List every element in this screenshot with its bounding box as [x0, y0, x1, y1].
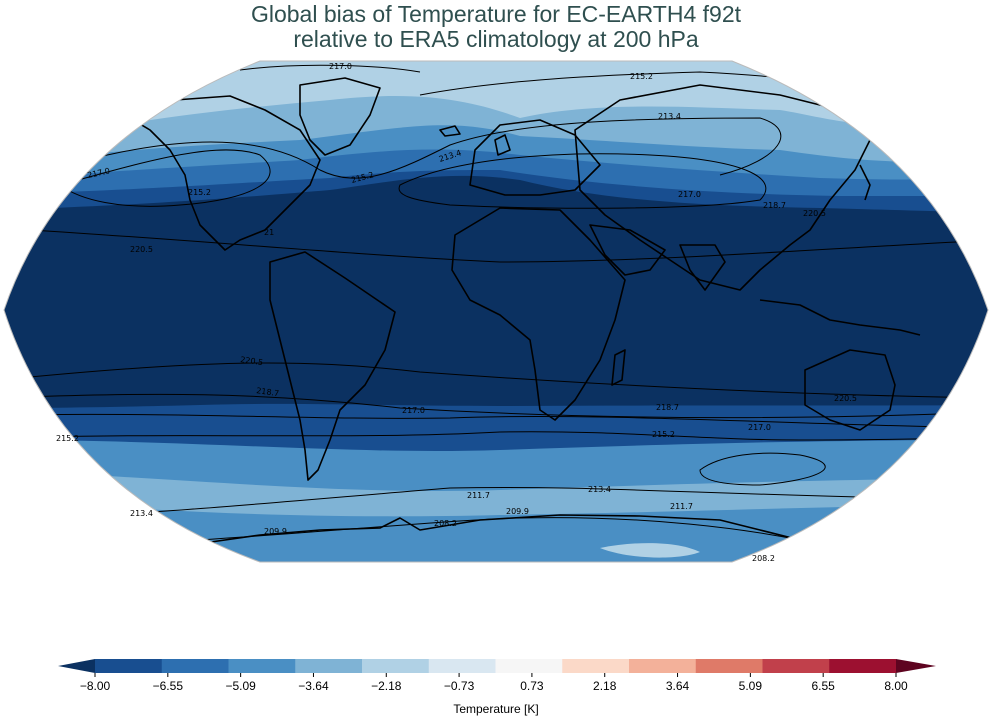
- colorbar-tick-label: −0.73: [444, 679, 475, 693]
- contour-line: [239, 64, 421, 73]
- contour-label: 209.9: [264, 527, 287, 536]
- contour-label: 220.5: [803, 209, 826, 218]
- contour-label: 215.2: [56, 434, 79, 443]
- contour-label: 220.5: [240, 355, 264, 367]
- colorbar-tick-label: 6.55: [812, 679, 836, 693]
- contour-label: 21: [264, 228, 274, 237]
- coastline-australia: [804, 349, 896, 431]
- contour-label: 217.0: [329, 62, 352, 71]
- colorbar-cells: [95, 659, 897, 673]
- coastline-north-america: [129, 95, 321, 251]
- contour-line: [4, 431, 988, 441]
- colorbar-cell: [562, 659, 630, 673]
- contour-label: 211.7: [467, 491, 490, 500]
- coastlines: [129, 77, 951, 546]
- colorbar-cell: [829, 659, 897, 673]
- colorbar-cell: [695, 659, 763, 673]
- contour-label: 215.2: [188, 188, 211, 197]
- contour-lines: [4, 64, 988, 559]
- coastline-arabia: [589, 224, 666, 276]
- colorbar-tick-label: 3.64: [666, 679, 690, 693]
- band-antarctic-pale: [600, 543, 700, 558]
- contour-label: 220.5: [834, 394, 857, 403]
- colorbar-cell: [228, 659, 296, 673]
- contour-line: [699, 452, 826, 486]
- contour-label: 215.2: [652, 430, 675, 439]
- coastline-uk: [494, 134, 511, 156]
- map-title-line1: Global bias of Temperature for EC-EARTH4…: [250, 1, 742, 27]
- contour-line: [398, 153, 767, 209]
- coastline-india: [679, 244, 726, 291]
- contour-label: 218.7: [656, 403, 679, 412]
- band-deep: [4, 175, 988, 408]
- colorbar-tick-label: −8.00: [80, 679, 111, 693]
- coastline-south-america: [269, 251, 396, 481]
- coastline-asia: [574, 84, 871, 291]
- contour-label: 217.0: [402, 406, 425, 415]
- contour-label: 218.7: [763, 201, 786, 210]
- contour-line: [4, 393, 988, 419]
- contour-label: 209.9: [506, 507, 529, 516]
- contour-line: [29, 117, 782, 179]
- contour-label: 220.5: [130, 245, 153, 254]
- coastline-europe: [469, 119, 601, 196]
- colorbar-tick-label: −6.55: [153, 679, 184, 693]
- colorbar-cell: [629, 659, 697, 673]
- colorbar-cell: [295, 659, 363, 673]
- contour-line: [4, 227, 988, 263]
- contour-label: 215.2: [630, 72, 653, 81]
- colorbar-over-arrow: [896, 659, 936, 673]
- contour-label: 213.4: [588, 485, 611, 494]
- contour-label: 217.0: [678, 190, 701, 199]
- contour-line: [4, 413, 988, 429]
- colorbar-tick-label: −2.18: [371, 679, 402, 693]
- coastline-iceland: [439, 125, 461, 137]
- coastline-africa: [451, 207, 626, 421]
- colorbar-ticks: −8.00 −6.55 −5.09 −3.64 −2.18 −0.73 0.73 2.18 3.…: [80, 673, 908, 693]
- colorbar-tick-label: 8.00: [884, 679, 908, 693]
- colorbar-tick-label: −3.64: [298, 679, 329, 693]
- map-title-line2: relative to ERA5 climatology at 200 hPa: [293, 26, 699, 52]
- colorbar: −8.00 −6.55 −5.09 −3.64 −2.18 −0.73 0.73 2.18 3.…: [58, 659, 936, 716]
- contour-label: 213.4: [130, 509, 153, 518]
- contour-line: [4, 362, 988, 399]
- colorbar-cell: [495, 659, 563, 673]
- globe-outline: [3, 60, 989, 563]
- colorbar-tick-label: 5.09: [739, 679, 763, 693]
- band-antarctic-light: [4, 500, 988, 562]
- contour-label: 217.0: [748, 423, 771, 432]
- contour-label: 208.2: [434, 519, 457, 528]
- colorbar-cell: [95, 659, 163, 673]
- colorbar-cell: [362, 659, 430, 673]
- colorbar-cell: [428, 659, 496, 673]
- colorbar-cell: [161, 659, 229, 673]
- colorbar-label: Temperature [K]: [453, 702, 538, 716]
- coastline-japan: [859, 164, 871, 201]
- colorbar-tick-label: −5.09: [225, 679, 256, 693]
- contour-label: 218.7: [256, 386, 280, 398]
- coastline-greenland: [299, 77, 381, 156]
- contour-label: 211.7: [670, 502, 693, 511]
- colorbar-tick-label: 0.73: [520, 679, 544, 693]
- colorbar-cell: [762, 659, 830, 673]
- contour-label: 213.4: [658, 112, 681, 121]
- contour-line: [58, 149, 271, 207]
- bias-field: [4, 61, 988, 562]
- coastline-madagascar: [611, 349, 626, 386]
- contour-label: 208.2: [752, 554, 775, 563]
- colorbar-tick-label: 2.18: [593, 679, 617, 693]
- coastline-indonesia: [759, 299, 921, 336]
- colorbar-under-arrow: [58, 659, 95, 673]
